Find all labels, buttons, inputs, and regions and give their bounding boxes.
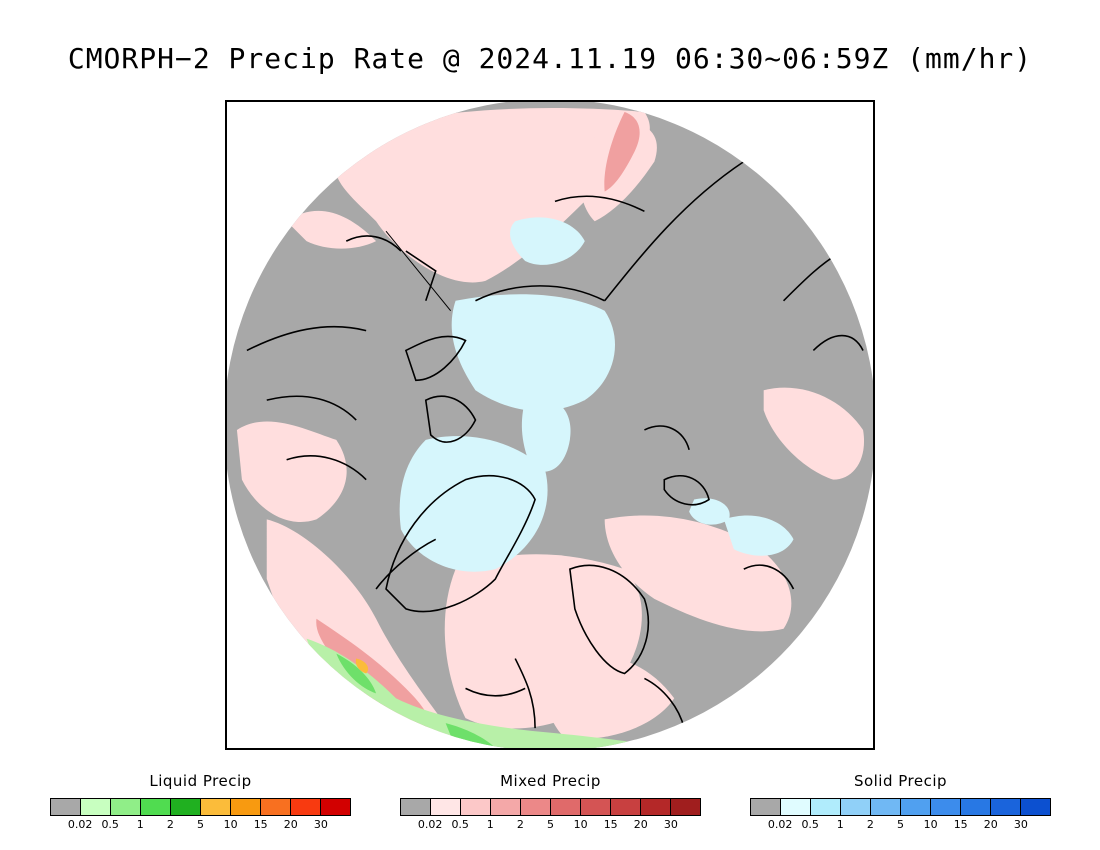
legend-swatch xyxy=(811,799,841,815)
legend-tick-label: 20 xyxy=(983,818,998,831)
legend-solid: Solid Precip 0.02 0.5 1 2 5 10 15 20 30 xyxy=(750,772,1051,832)
map-disk xyxy=(227,102,873,748)
legend-swatch xyxy=(751,799,781,815)
legend-swatch xyxy=(111,799,141,815)
legend-swatch xyxy=(611,799,641,815)
legend-tick-label: 0.02 xyxy=(417,818,443,831)
legend-tick-label: 15 xyxy=(253,818,268,831)
coastlines xyxy=(246,160,864,729)
legend-swatch xyxy=(521,799,551,815)
legend-swatch xyxy=(961,799,991,815)
legend-tick-label: 5 xyxy=(197,818,204,831)
legend-swatch xyxy=(931,799,961,815)
legend-tick-label: 2 xyxy=(166,818,174,831)
legend-tick-label: 2 xyxy=(866,818,874,831)
legend-tick-label: 1 xyxy=(836,818,844,831)
legend-swatch xyxy=(51,799,81,815)
legend-swatch xyxy=(991,799,1021,815)
polar-map-svg xyxy=(227,102,873,748)
legend-swatch xyxy=(291,799,321,815)
legend-tick-label: 10 xyxy=(573,818,588,831)
boundary-line xyxy=(385,230,452,312)
tick-labels: 0.02 0.5 1 2 5 10 15 20 30 xyxy=(400,818,701,832)
legend-tick-label: 1 xyxy=(486,818,494,831)
legend-swatch xyxy=(901,799,931,815)
legend-swatch xyxy=(871,799,901,815)
legend-tick-label: 0.5 xyxy=(101,818,119,831)
legend-swatch xyxy=(231,799,261,815)
legend-swatch xyxy=(171,799,201,815)
legend-tick-label: 10 xyxy=(923,818,938,831)
legend-swatch xyxy=(581,799,611,815)
liquid-precip-heavy xyxy=(355,658,369,674)
legend-swatch xyxy=(261,799,291,815)
legend-tick-label: 15 xyxy=(953,818,968,831)
legend-tick-label: 30 xyxy=(313,818,328,831)
legend-swatch xyxy=(141,799,171,815)
legend-tick-label: 5 xyxy=(547,818,554,831)
legend-tick-label: 30 xyxy=(663,818,678,831)
legend-tick-label: 0.5 xyxy=(801,818,819,831)
legend-swatch xyxy=(781,799,811,815)
legend-tick-label: 30 xyxy=(1013,818,1028,831)
legend-swatch xyxy=(431,799,461,815)
legend-swatch xyxy=(401,799,431,815)
legend-title: Liquid Precip xyxy=(149,772,252,790)
legend-tick-label: 20 xyxy=(283,818,298,831)
legend-swatch xyxy=(321,799,350,815)
tick-labels: 0.02 0.5 1 2 5 10 15 20 30 xyxy=(750,818,1051,832)
legend-mixed: Mixed Precip 0.02 0.5 1 2 5 10 15 20 30 xyxy=(400,772,701,832)
legend-tick-label: 2 xyxy=(516,818,524,831)
legend-swatch xyxy=(551,799,581,815)
color-bar xyxy=(400,798,701,816)
tick-labels: 0.02 0.5 1 2 5 10 15 20 30 xyxy=(50,818,351,832)
legend-tick-label: 20 xyxy=(633,818,648,831)
legend-tick-label: 0.02 xyxy=(767,818,793,831)
legend-tick-label: 10 xyxy=(223,818,238,831)
legend-swatch xyxy=(841,799,871,815)
legend-tick-label: 1 xyxy=(136,818,144,831)
legend-swatch xyxy=(671,799,700,815)
legend-tick-label: 0.02 xyxy=(67,818,93,831)
legend-swatch xyxy=(461,799,491,815)
color-bar xyxy=(750,798,1051,816)
legend-swatch xyxy=(641,799,671,815)
legend-tick-label: 5 xyxy=(897,818,904,831)
legend-swatch xyxy=(1021,799,1050,815)
polar-map xyxy=(225,100,875,750)
legend-swatch xyxy=(81,799,111,815)
legend-swatch xyxy=(491,799,521,815)
legend-title: Solid Precip xyxy=(853,772,948,790)
legend-tick-label: 15 xyxy=(603,818,618,831)
color-bar xyxy=(50,798,351,816)
legend-tick-label: 0.5 xyxy=(451,818,469,831)
legend-liquid: Liquid Precip 0.02 0.5 1 2 5 10 15 20 30 xyxy=(50,772,351,832)
legend-title: Mixed Precip xyxy=(500,772,601,790)
solid-precip-areas xyxy=(399,217,794,572)
legend-swatch xyxy=(201,799,231,815)
mixed-precip-areas xyxy=(236,108,865,748)
chart-title: CMORPH−2 Precip Rate @ 2024.11.19 06:30~… xyxy=(67,42,1033,75)
